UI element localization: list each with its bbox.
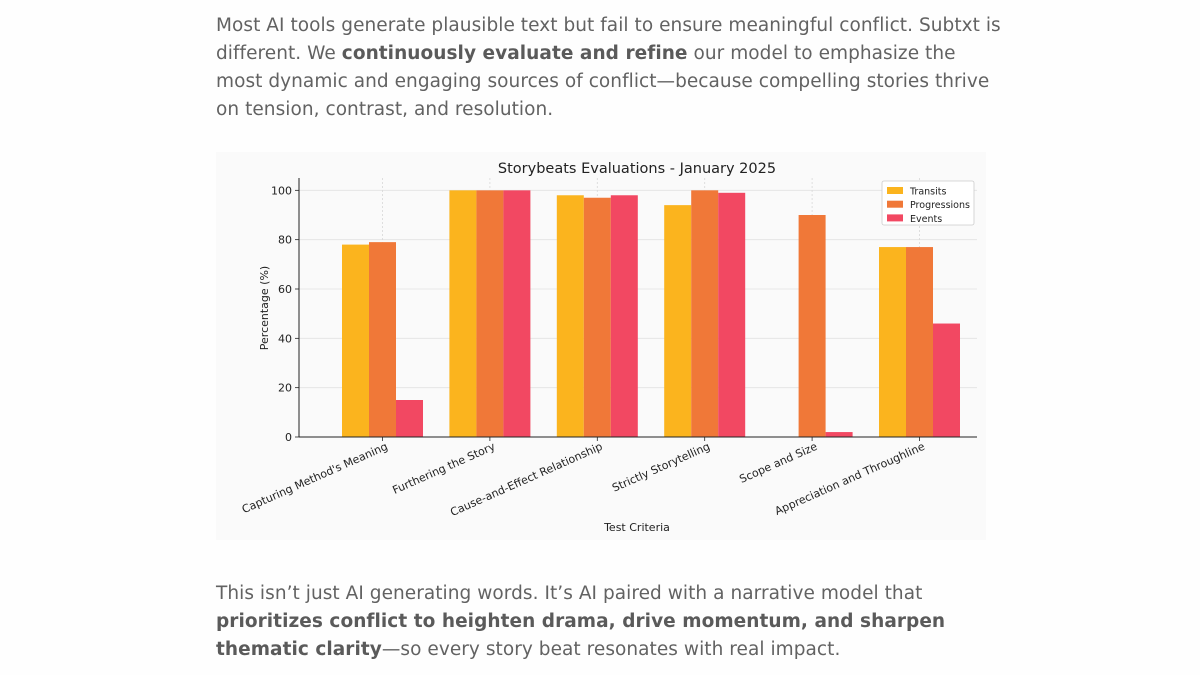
x-tick-label: Scope and Size — [737, 440, 819, 486]
intro-text-2: our model to emphasize the most dynamic … — [216, 43, 990, 120]
bar-progressions — [906, 247, 933, 437]
bar-events — [933, 323, 960, 437]
bar-progressions — [583, 197, 611, 437]
outro-paragraph: This isn’t just AI generating words. It’… — [216, 580, 1006, 664]
bar-events — [718, 192, 746, 437]
intro-text-1: Most AI tools generate plausible text bu… — [216, 15, 1001, 64]
legend-swatch-events — [887, 214, 903, 222]
outro-bold-text: prioritizes conflict to heighten drama, … — [216, 611, 946, 660]
intro-bold-text: continuously evaluate and refine — [341, 43, 688, 64]
legend-label-events: Events — [910, 214, 942, 225]
legend: Transits Progressions Events — [881, 180, 975, 226]
y-tick-label: 20 — [278, 382, 292, 395]
legend-label-progressions: Progressions — [910, 200, 970, 211]
grid-lines — [299, 178, 977, 437]
bar-transits — [879, 247, 906, 437]
y-tick-label: 40 — [278, 332, 292, 345]
chart-container: 0 20 40 60 80 100 Capturing Method's Meaning Fu… — [216, 152, 986, 540]
legend-label-transits: Transits — [909, 187, 946, 198]
x-tick-label: Capturing Method's Meaning — [240, 440, 390, 516]
legend-swatch-progressions — [887, 200, 903, 208]
bar-transits — [449, 190, 477, 437]
bar-events — [610, 195, 638, 437]
x-tick-label: Strictly Storytelling — [610, 440, 712, 495]
bar-progressions — [476, 190, 504, 437]
bar-transits — [664, 205, 692, 437]
bar-progressions — [369, 242, 396, 437]
y-axis-label: Percentage (%) — [258, 266, 271, 350]
y-tick-label: 80 — [278, 234, 292, 247]
bar-events — [396, 400, 423, 437]
bar-transits — [342, 244, 369, 437]
chart-title: Storybeats Evaluations - January 2025 — [498, 161, 776, 177]
x-axis-label: Test Criteria — [603, 521, 670, 534]
outro-text-2: —so every story beat resonates with real… — [381, 639, 841, 660]
bar-chart: 0 20 40 60 80 100 Capturing Method's Meaning Fu… — [240, 161, 977, 534]
y-tick-label: 60 — [278, 283, 292, 296]
bar-progressions — [691, 190, 719, 437]
bar-events — [503, 190, 531, 437]
intro-paragraph: Most AI tools generate plausible text bu… — [216, 12, 1006, 124]
bars — [342, 190, 960, 437]
bar-progressions — [798, 215, 826, 437]
bar-transits — [556, 195, 584, 437]
y-tick-label: 0 — [285, 431, 292, 444]
bar-events — [825, 432, 853, 437]
outro-text-1: This isn’t just AI generating words. It’… — [216, 583, 923, 604]
y-tick-label: 100 — [271, 184, 292, 197]
x-tick-label: Furthering the Story — [391, 440, 498, 497]
legend-box — [881, 180, 975, 226]
legend-swatch-transits — [887, 187, 903, 194]
